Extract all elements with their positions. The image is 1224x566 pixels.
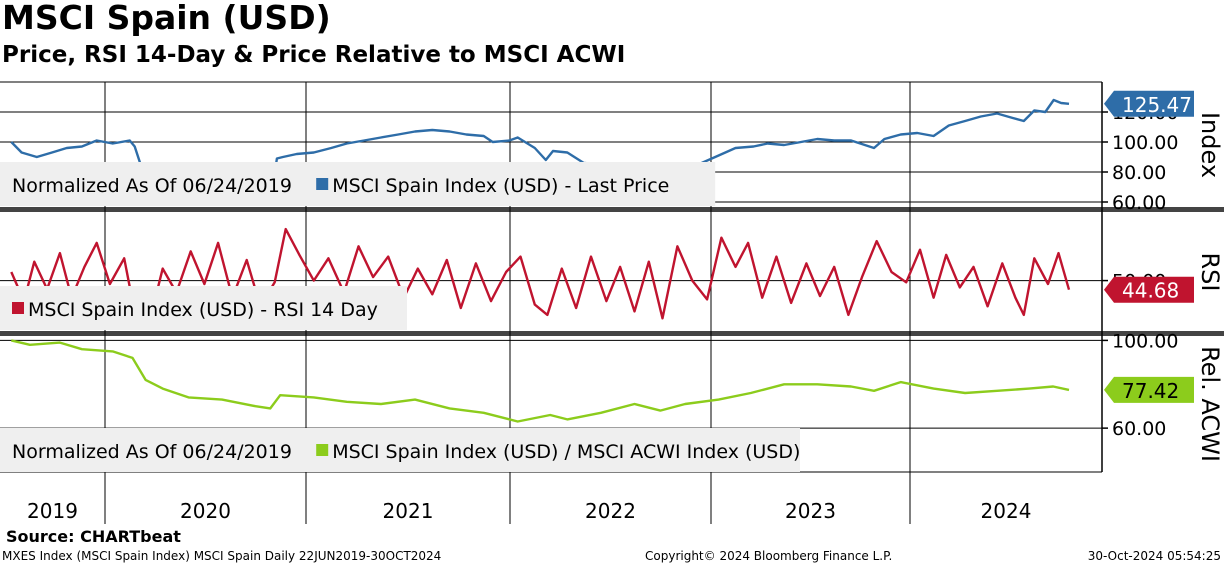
legend-box [0, 286, 407, 330]
panel-separator [0, 331, 1224, 336]
last-value-tag-bg [1104, 376, 1194, 403]
last-value-tag-label: 44.68 [1122, 279, 1179, 303]
series-line-rsi [10, 227, 1071, 330]
legend-label: Normalized As Of 06/24/2019 [12, 175, 292, 197]
y-tick-label: 100.00 [1112, 132, 1178, 154]
footer-copyright: Copyright© 2024 Bloomberg Finance L.P. [645, 549, 893, 563]
y-tick-label: 60.00 [1112, 192, 1166, 214]
x-tick-label: 2022 [585, 499, 636, 523]
last-value-tag-bg [1104, 276, 1194, 303]
legend-label: MSCI Spain Index (USD) / MSCI ACWI Index… [332, 441, 800, 463]
y-tick-label: 100.00 [1112, 330, 1178, 352]
last-value-tag-label: 77.42 [1122, 379, 1179, 403]
legend-swatch [316, 444, 329, 456]
last-value-tag-bg [1104, 90, 1194, 117]
legend-box [0, 162, 716, 206]
last-value-tag-label: 125.47 [1122, 93, 1192, 117]
y-axis-title: RSI [1196, 253, 1224, 292]
last-value-tag: 44.68 [1104, 276, 1194, 303]
footer-timestamp: 30-Oct-2024 05:54:25 [1087, 549, 1221, 563]
series-line-relative [11, 339, 1070, 423]
chart-subtitle: Price, RSI 14-Day & Price Relative to MS… [2, 42, 626, 68]
panel-relative: 100.00 60.00 Normalized As Of 06/24/2019 MS… [0, 330, 1224, 472]
panel-rsi: 50.00MSCI Spain Index (USD) - RSI 14 Day… [0, 227, 1224, 330]
x-tick-label: 2020 [180, 499, 231, 523]
panel-separator [0, 207, 1224, 212]
legend-label: Normalized As Of 06/24/2019 [12, 441, 292, 463]
legend-label: MSCI Spain Index (USD) - Last Price [332, 175, 669, 197]
x-tick-label: 2019 [27, 499, 78, 523]
source-note: Source: CHARTbeat [6, 527, 181, 546]
last-value-tag: 77.42 [1104, 376, 1194, 403]
legend-label: MSCI Spain Index (USD) - RSI 14 Day [28, 299, 378, 321]
last-value-tag: 125.47 [1104, 90, 1194, 117]
y-axis-title: Rel. ACWI [1196, 346, 1224, 462]
x-tick-label: 2023 [785, 499, 836, 523]
footer-ticker-info: MXES Index (MSCI Spain Index) MSCI Spain… [2, 549, 442, 563]
legend-swatch [12, 302, 24, 314]
y-tick-label: 60.00 [1112, 418, 1166, 440]
x-tick-label: 2024 [981, 499, 1032, 523]
legend-box [0, 428, 800, 472]
chart-title: MSCI Spain (USD) [2, 0, 331, 37]
x-tick-label: 2021 [383, 499, 434, 523]
legend-swatch [316, 178, 329, 190]
y-axis-title: Index [1196, 112, 1224, 178]
y-tick-label: 80.00 [1112, 162, 1166, 184]
